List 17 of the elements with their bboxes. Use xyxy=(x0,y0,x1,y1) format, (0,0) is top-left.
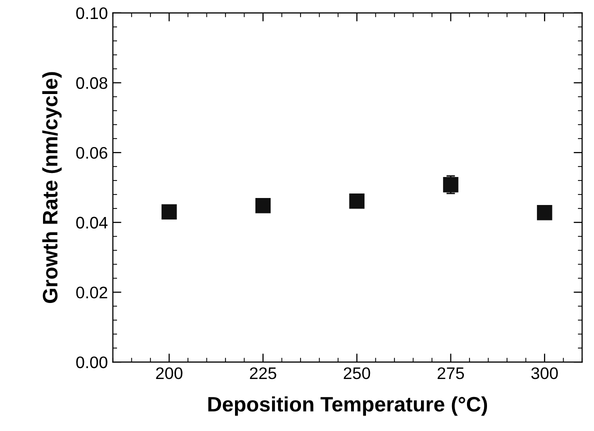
y-tick-label: 0.06 xyxy=(76,146,108,159)
x-tick-label: 300 xyxy=(531,367,558,380)
y-tick-label: 0.10 xyxy=(76,7,108,20)
point xyxy=(162,204,177,220)
x-tick-label: 200 xyxy=(156,367,182,380)
y-tick-label: 0.02 xyxy=(76,286,108,298)
x-tick-label: 275 xyxy=(438,367,464,380)
x-axis-title: Deposition Temperature (°C) xyxy=(208,396,488,416)
y-tick-label: 0.04 xyxy=(76,216,108,229)
y-tick-label: 0.08 xyxy=(76,77,108,89)
point xyxy=(536,204,552,220)
y-axis-title: Growth Rate (nm/cycle) xyxy=(42,72,62,303)
x-tick-label: 225 xyxy=(250,367,276,380)
point xyxy=(349,193,365,209)
y-tick-label: 0.00 xyxy=(76,356,108,368)
x-tick-label: 250 xyxy=(344,367,370,380)
point xyxy=(255,198,271,214)
